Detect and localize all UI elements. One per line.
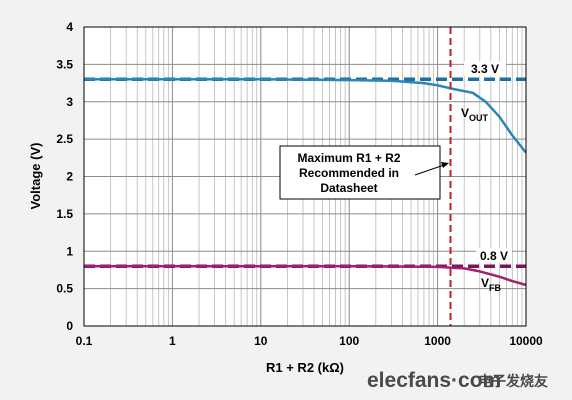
watermark-cn: 电子发烧友 [478, 373, 548, 389]
note-arrow-head [441, 162, 449, 168]
datasheet-note-box [279, 145, 441, 200]
vout-label: VOUT [461, 106, 489, 123]
y-tick-label: 1.5 [56, 207, 73, 221]
y-tick-label: 0.5 [56, 282, 73, 296]
plot-frame [83, 26, 527, 327]
y-tick-label: 2 [66, 170, 73, 184]
x-tick-label: 100 [339, 334, 359, 348]
watermark-domain: elecfans·com [367, 369, 501, 392]
x-tick-label: 10000 [509, 334, 543, 348]
grid [83, 26, 526, 327]
vfb-ref-label-bg [476, 248, 512, 263]
y-axis-title: Voltage (V) [28, 143, 43, 210]
note-arrow-line [414, 164, 445, 176]
y-axis-ticks: 0 0.5 1 1.5 2 2.5 3 3.5 4 [56, 20, 73, 333]
x-tick-label: 0.1 [76, 334, 93, 348]
y-tick-label: 0 [66, 319, 73, 333]
vfb-label: VFB [481, 276, 502, 293]
note-line-3: Datasheet [320, 181, 377, 195]
x-tick-label: 1 [169, 334, 176, 348]
series-line-vout [84, 78, 527, 154]
vout-ref-label: 3.3 V [471, 62, 499, 76]
x-axis-ticks: 0.1 1 10 100 1000 10000 [76, 334, 543, 348]
watermark: elecfans·com 电子发烧友 [367, 369, 548, 392]
note-line-2: Recommended in [299, 166, 399, 180]
series-group [84, 27, 527, 326]
x-axis-title: R1 + R2 (kΩ) [266, 360, 344, 375]
vfb-ref-label: 0.8 V [480, 249, 508, 263]
y-tick-label: 3 [66, 95, 73, 109]
x-tick-label: 1000 [424, 334, 451, 348]
y-tick-label: 2.5 [56, 132, 73, 146]
note-line-1: Maximum R1 + R2 [297, 151, 400, 165]
vout-ref-label-bg [464, 61, 506, 76]
series-line-vfb [84, 264, 527, 287]
y-tick-label: 1 [66, 244, 73, 258]
x-tick-label: 10 [254, 334, 268, 348]
y-tick-label: 3.5 [56, 57, 73, 71]
y-tick-label: 4 [66, 20, 73, 34]
